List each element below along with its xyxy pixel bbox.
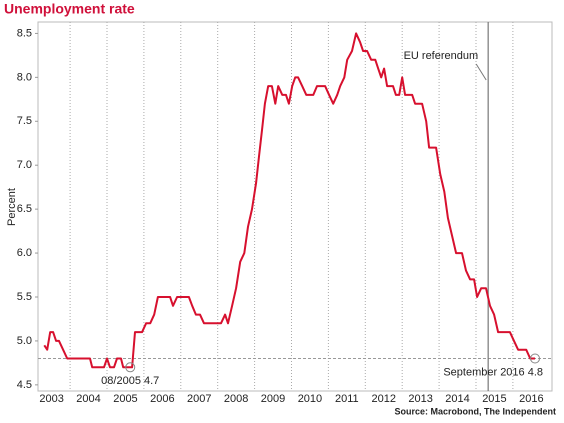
y-tick-label: 7.5: [17, 115, 32, 127]
x-tick-label: 2015: [482, 393, 506, 405]
event-label: EU referendum: [404, 50, 479, 62]
y-tick-label: 8.5: [17, 27, 32, 39]
x-tick-label: 2007: [187, 393, 211, 405]
x-tick-label: 2009: [261, 393, 285, 405]
x-tick-label: 2012: [371, 393, 395, 405]
x-tick-label: 2011: [335, 393, 359, 405]
x-tick-label: 2006: [150, 393, 174, 405]
annotation-marker: [125, 362, 136, 373]
y-tick-label: 6.5: [17, 203, 32, 215]
x-tick-label: 2014: [445, 393, 469, 405]
y-tick-label: 8.0: [17, 71, 32, 83]
y-tick-label: 5.0: [17, 335, 32, 347]
annotation-label: September 2016 4.8: [443, 366, 543, 378]
x-tick-label: 2010: [298, 393, 322, 405]
chart-title: Unemployment rate: [4, 1, 135, 17]
y-axis-label: Percent: [6, 188, 18, 226]
event-arrow: [475, 63, 487, 81]
x-tick-label: 2008: [224, 393, 248, 405]
x-tick-label: 2005: [113, 393, 137, 405]
plot-frame: [37, 21, 553, 392]
annotation-label: 08/2005 4.7: [101, 375, 159, 387]
x-tick-label: 2004: [76, 393, 100, 405]
source: Source: Macrobond, The Independent: [394, 406, 556, 416]
y-tick-label: 4.5: [17, 379, 32, 391]
y-tick-label: 7.0: [17, 159, 32, 171]
annotation-marker: [530, 353, 541, 364]
x-tick-label: 2003: [39, 393, 63, 405]
y-tick-label: 6.0: [17, 247, 32, 259]
data-line: [43, 32, 535, 369]
y-tick-label: 5.5: [17, 291, 32, 303]
x-tick-label: 2013: [408, 393, 432, 405]
x-tick-label: 2016: [519, 393, 543, 405]
